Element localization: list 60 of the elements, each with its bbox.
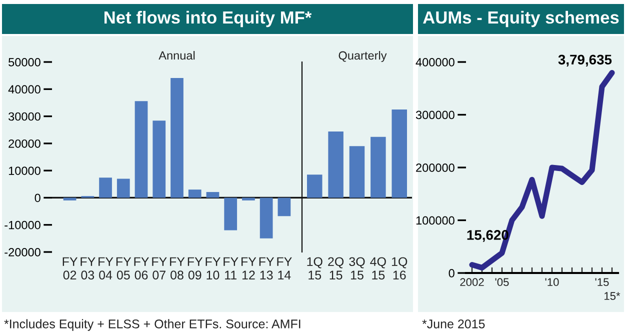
text: *June 2015: [422, 320, 485, 328]
bar: [278, 198, 291, 216]
x-tick-label: FY 09: [188, 257, 203, 280]
y-tick-label: 300000: [416, 110, 454, 120]
y-tick-label: 400000: [416, 58, 454, 66]
text: *Includes Equity + ELSS + Other ETFs. Source: AMFI: [4, 319, 300, 331]
x-tick-label: 3Q 15: [349, 257, 365, 280]
bar: [242, 198, 255, 200]
y-tick-label: 100000: [416, 216, 454, 225]
bar: [307, 174, 322, 198]
x-tick-label: FY 08: [170, 257, 185, 280]
x-tick-label: 4Q 15: [370, 257, 386, 280]
x-tick-label: 2002: [460, 278, 484, 286]
x-tick-label: '10: [545, 278, 559, 286]
bar: [328, 131, 344, 198]
bar: [134, 101, 148, 198]
x-tick-label: FY 02: [62, 257, 78, 280]
y-tick-label: 20000: [8, 139, 40, 148]
y-tick-label: 30000: [8, 112, 40, 121]
x-tick-label: FY 13: [259, 257, 274, 280]
x-tick-label: 1Q 15: [307, 257, 322, 280]
text: Annual: [158, 50, 195, 60]
chart-title: AUMs - Equity schemes: [423, 10, 619, 28]
y-tick-label: 40000: [8, 85, 40, 94]
data-label: 3,79,635: [558, 54, 612, 67]
x-tick-label: FY 11: [224, 257, 238, 280]
chart-title: Net flows into Equity MF*: [104, 10, 312, 28]
bar: [188, 190, 202, 198]
bar: [224, 198, 238, 230]
y-tick-label: -10000: [4, 220, 40, 230]
y-tick-label: -20000: [4, 248, 40, 256]
bar: [116, 178, 130, 198]
bar: [206, 192, 220, 198]
x-tick-label: FY 04: [98, 257, 114, 280]
bar: [99, 178, 112, 198]
text: Quarterly: [338, 50, 387, 62]
x-tick-label: FY 10: [206, 257, 220, 280]
x-tick-label: FY 12: [242, 257, 256, 280]
y-tick-label: 200000: [416, 164, 454, 172]
y-tick-label: 10000: [8, 166, 40, 175]
x-tick-label: FY 05: [116, 257, 132, 280]
y-tick-label: 0: [34, 194, 40, 202]
bar: [170, 78, 184, 198]
x-tick-label: 2Q 15: [328, 257, 344, 280]
x-tick-label: 1Q 16: [392, 257, 408, 280]
bar: [349, 146, 365, 198]
y-tick-label: 50000: [8, 58, 40, 66]
x-tick-label: 15*: [604, 292, 620, 300]
bar: [260, 198, 273, 238]
x-tick-label: FY 14: [277, 257, 292, 280]
x-tick-label: FY 07: [152, 257, 167, 280]
x-tick-label: '15: [595, 278, 609, 286]
x-tick-label: '05: [495, 278, 509, 286]
bar: [392, 110, 407, 198]
y-tick-label: 0: [448, 269, 454, 278]
bar: [63, 198, 76, 200]
bar: [370, 136, 386, 198]
x-tick-label: FY 06: [134, 257, 149, 280]
x-tick-label: FY 03: [80, 257, 96, 280]
bar: [152, 120, 166, 198]
